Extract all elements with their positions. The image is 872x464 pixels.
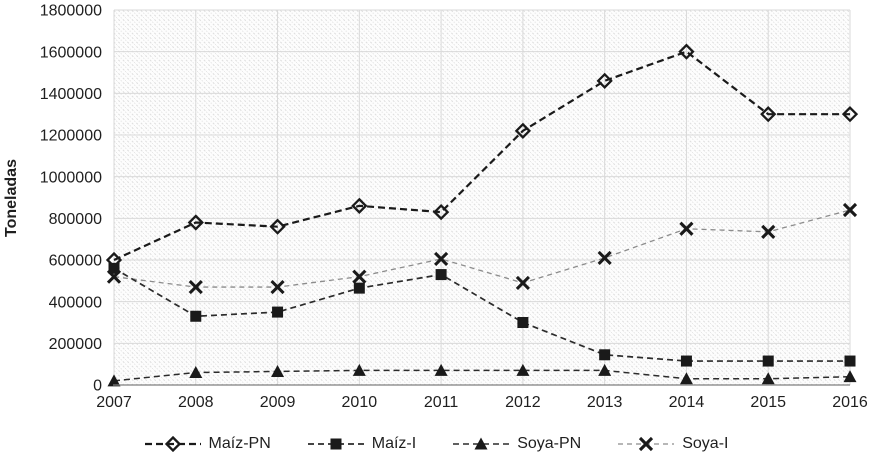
x-tick-label-2012: 2012 [505,394,541,411]
marker-x-cross [597,250,612,266]
x-tick-label-2015: 2015 [750,394,786,411]
marker-triangle-filled [761,372,775,385]
legend-item-soya-i: Soya-I [617,435,728,453]
series-line-maiz-i [113,267,850,362]
marker-x-cross [515,275,530,291]
marker-diamond-open [841,106,859,123]
legend-item-soya-pn: Soya-PN [452,435,581,453]
y-tick-label: 1200000 [40,128,102,145]
marker-square-filled [272,306,284,318]
marker-triangle-filled [598,363,612,376]
legend-label-soya-i: Soya-I [682,435,729,452]
y-tick-label: 200000 [49,336,102,353]
y-tick-label: 1400000 [40,86,102,103]
series-line-maiz-pn [113,50,850,261]
series-line-soya-pn [113,369,851,382]
marker-diamond-open [514,122,532,139]
x-axis-labels: 2007 2008 2009 2010 2011 2012 2013 2014 2015 2016 [96,394,868,411]
gridlines [113,9,851,386]
legend-marker-diamond-open-icon [144,436,201,452]
series-markers-soya-i [106,202,858,295]
marker-square-filled [680,355,692,367]
marker-diamond-open [596,72,613,89]
chart-legend: Maíz-PN Maíz-I Soya-PN Soya-I [0,429,872,459]
marker-square-filled [435,269,447,281]
series-markers-maiz-i [108,262,856,367]
marker-square-filled [599,349,611,361]
marker-square-filled [353,282,365,294]
y-axis-title: Toneladas [3,159,20,237]
marker-x-cross [188,279,203,295]
x-tick-label-2011: 2011 [424,394,459,411]
legend-label-maiz-i: Maíz-I [371,435,417,452]
series-markers [105,43,859,387]
marker-triangle-filled [352,363,366,376]
marker-triangle-filled [474,437,488,450]
series-markers-soya-pn [107,363,857,387]
marker-square-filled [844,355,856,367]
plot-area [114,10,850,385]
marker-diamond-open [187,214,204,231]
marker-diamond-open [678,43,695,60]
marker-x-cross [761,224,776,239]
x-tick-label-2008: 2008 [178,394,214,411]
x-tick-label-2016: 2016 [832,394,868,411]
y-tick-label: 0 [93,378,102,395]
x-tick-label-2014: 2014 [669,394,705,411]
marker-diamond-open [164,436,181,452]
legend-marker-triangle-filled-icon [453,437,510,450]
legend-marker-x-cross-icon [618,436,675,452]
marker-triangle-filled [107,374,121,387]
x-tick-label-2010: 2010 [342,394,378,411]
marker-square-filled [108,262,120,274]
y-tick-label: 400000 [49,294,102,311]
legend-label-maiz-pn: Maíz-PN [208,435,271,452]
marker-triangle-filled [434,363,448,376]
y-tick-label: 1800000 [40,3,102,20]
y-tick-label: 1000000 [40,169,102,186]
marker-x-cross [842,202,858,218]
marker-diamond-open [432,203,450,221]
marker-triangle-filled [679,372,693,385]
series-line-soya-i [113,209,851,288]
marker-square-filled [330,438,342,450]
marker-x-cross [639,436,654,452]
marker-triangle-filled [516,363,530,376]
marker-diamond-open [105,251,123,269]
x-tick-label-2013: 2013 [587,394,623,411]
y-tick-label: 1600000 [40,44,102,61]
marker-square-filled [517,317,529,328]
series-markers-maiz-pn [105,43,859,269]
y-tick-label: 600000 [49,253,102,270]
y-tick-label: 800000 [49,211,102,228]
marker-triangle-filled [843,370,857,383]
legend-item-maiz-i: Maíz-I [307,435,416,453]
y-axis-labels: 0 200000 400000 600000 800000 1000000 1200000 1… [40,3,102,395]
marker-x-cross [434,251,449,267]
marker-diamond-open [269,218,286,235]
x-tick-label-2009: 2009 [260,394,296,411]
marker-diamond-open [351,197,368,214]
marker-triangle-filled [189,366,203,378]
marker-x-cross [270,279,285,295]
plot-svg: 0 200000 400000 600000 800000 1000000 1200000 1… [3,3,868,411]
marker-square-filled [190,310,202,322]
series-lines [113,50,851,382]
marker-x-cross [679,221,694,236]
marker-triangle-filled [271,364,285,377]
x-tick-label-2007: 2007 [96,394,132,411]
legend-item-maiz-pn: Maíz-PN [144,435,271,453]
marker-square-filled [762,355,774,367]
marker-x-cross [352,269,367,284]
legend-marker-square-filled-icon [307,438,364,450]
legend-label-soya-pn: Soya-PN [517,435,582,452]
marker-diamond-open [760,106,777,123]
